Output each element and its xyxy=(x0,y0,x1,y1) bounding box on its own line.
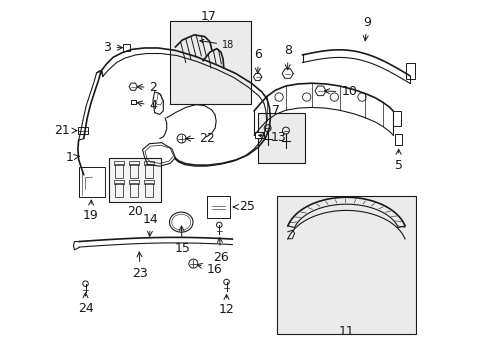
Bar xyxy=(143,180,154,184)
Bar xyxy=(207,195,229,218)
Text: 15: 15 xyxy=(174,226,190,255)
Bar xyxy=(254,132,263,138)
Text: 2: 2 xyxy=(137,81,157,94)
Text: 3: 3 xyxy=(103,41,122,54)
Bar xyxy=(109,158,161,202)
Text: 1: 1 xyxy=(65,151,79,164)
Bar xyxy=(277,195,415,334)
Bar xyxy=(406,63,414,79)
Bar xyxy=(113,180,123,184)
Text: 21: 21 xyxy=(54,124,77,137)
Text: 25: 25 xyxy=(233,201,255,213)
Bar xyxy=(392,111,400,126)
Text: 17: 17 xyxy=(200,10,216,23)
Bar xyxy=(128,180,139,184)
Bar xyxy=(258,113,305,163)
Bar xyxy=(129,165,138,178)
Text: 10: 10 xyxy=(324,85,356,98)
Bar xyxy=(128,161,139,165)
Text: 11: 11 xyxy=(338,325,354,338)
Bar xyxy=(144,184,153,197)
Bar xyxy=(129,184,138,197)
Text: 14: 14 xyxy=(142,213,158,236)
Text: 24: 24 xyxy=(78,293,93,315)
Bar xyxy=(78,127,87,134)
Bar xyxy=(394,134,402,145)
Text: 22: 22 xyxy=(185,132,215,145)
Bar xyxy=(122,44,130,51)
Text: 23: 23 xyxy=(132,252,148,280)
Bar xyxy=(143,161,154,165)
Bar xyxy=(79,167,104,197)
Bar xyxy=(170,21,251,104)
Text: 13: 13 xyxy=(258,131,285,144)
Bar xyxy=(114,165,122,178)
Bar xyxy=(114,184,122,197)
Text: 19: 19 xyxy=(82,200,99,222)
Text: 7: 7 xyxy=(271,104,279,117)
Bar xyxy=(113,161,123,165)
Text: 18: 18 xyxy=(200,39,234,50)
Text: 26: 26 xyxy=(213,238,228,264)
Text: 4: 4 xyxy=(137,99,157,112)
Text: 5: 5 xyxy=(394,149,402,172)
Text: 12: 12 xyxy=(218,294,234,316)
Text: 8: 8 xyxy=(283,44,291,70)
Text: 9: 9 xyxy=(363,15,370,41)
Text: 20: 20 xyxy=(127,205,142,218)
Bar xyxy=(144,165,153,178)
Text: 16: 16 xyxy=(197,263,222,276)
Text: 6: 6 xyxy=(254,49,262,73)
